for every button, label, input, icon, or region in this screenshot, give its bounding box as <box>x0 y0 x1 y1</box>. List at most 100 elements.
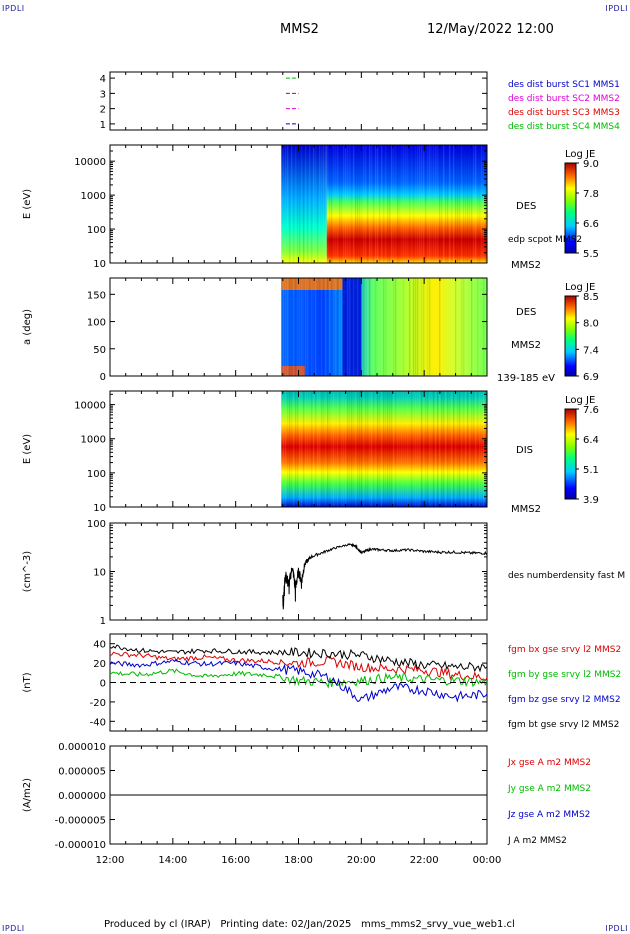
stripe <box>419 391 421 507</box>
stripe <box>411 278 413 376</box>
spectro-fill <box>326 145 487 263</box>
stripe <box>303 145 305 263</box>
stripe <box>293 145 295 263</box>
stripe <box>359 391 361 507</box>
stripe <box>475 391 477 507</box>
stripe <box>425 145 427 263</box>
stripe <box>343 278 345 376</box>
stripe <box>377 145 379 263</box>
stripe <box>459 391 461 507</box>
corner-label-top-left: IPDLI <box>2 4 25 13</box>
stripe <box>397 278 399 376</box>
legend-entry: des dist burst SC3 MMS3 <box>508 108 620 118</box>
x-tick-label: 16:00 <box>221 855 250 866</box>
stripe <box>329 391 331 507</box>
colorbar-tick-label: 3.9 <box>583 495 599 506</box>
colorbar <box>564 162 577 254</box>
stripe <box>301 278 303 376</box>
stripe <box>451 278 453 376</box>
stripe <box>359 145 361 263</box>
stripe <box>299 145 301 263</box>
x-tick-label: 22:00 <box>410 855 439 866</box>
colorbar-tick-label: 6.6 <box>583 219 599 230</box>
stripe <box>305 391 307 507</box>
stripe <box>471 278 473 376</box>
stripe <box>415 391 417 507</box>
y-tick-label: 100 <box>87 469 106 480</box>
stripe <box>437 145 439 263</box>
stripe <box>375 391 377 507</box>
y-tick-label: 0.000000 <box>58 791 106 802</box>
stripe <box>427 145 429 263</box>
colorbar-tick-label: 7.4 <box>583 345 599 356</box>
stripe <box>447 278 449 376</box>
stripe <box>369 145 371 263</box>
stripe <box>445 391 447 507</box>
stripe <box>439 145 441 263</box>
stripe <box>285 145 287 263</box>
stripe <box>359 278 361 376</box>
legend-entry: des dist burst SC1 MMS1 <box>508 80 620 90</box>
stripe <box>467 278 469 376</box>
stripe <box>447 145 449 263</box>
stripe <box>313 278 315 376</box>
y-tick-label: -20 <box>90 698 106 709</box>
colorbar-tick-label: 6.9 <box>583 372 599 383</box>
stripe <box>461 278 463 376</box>
stripe <box>319 278 321 376</box>
series-line <box>109 668 488 689</box>
stripe <box>367 145 369 263</box>
stripe <box>385 145 387 263</box>
legend-entry: Jx gse A m2 MMS2 <box>507 758 591 768</box>
stripe <box>341 278 343 376</box>
stripe <box>407 278 409 376</box>
y-tick-label: 50 <box>93 345 106 356</box>
footer-product: mms_mms2_srvy_vue_web1.cl <box>360 919 515 930</box>
stripe <box>481 145 483 263</box>
stripe <box>357 278 359 376</box>
stripe <box>281 391 283 507</box>
stripe <box>377 278 379 376</box>
stripe <box>461 145 463 263</box>
stripe <box>333 145 335 263</box>
y-axis-label: E (eV) <box>22 434 33 464</box>
stripe <box>299 278 301 376</box>
stripe <box>367 278 369 376</box>
stripe <box>443 278 445 376</box>
stripe <box>473 391 475 507</box>
stripe <box>483 391 485 507</box>
stripe <box>355 278 357 376</box>
stripe <box>473 145 475 263</box>
stripe <box>333 278 335 376</box>
colorbar-title: Log JE <box>565 282 595 293</box>
stripe <box>335 278 337 376</box>
stripe <box>453 145 455 263</box>
stripe <box>479 278 481 376</box>
corner-label-bottom-right: IPDLI <box>605 924 628 933</box>
stripe <box>383 391 385 507</box>
panel-label-spacecraft: MMS2 <box>511 340 541 351</box>
colorbar-title: Log JE <box>565 395 595 406</box>
stripe <box>365 145 367 263</box>
stripe <box>405 145 407 263</box>
stripe <box>413 145 415 263</box>
x-tick-label: 20:00 <box>347 855 376 866</box>
stripe <box>381 391 383 507</box>
stripe <box>315 145 317 263</box>
stripe <box>327 278 329 376</box>
stripe <box>291 145 293 263</box>
stripe <box>357 391 359 507</box>
stripe <box>455 278 457 376</box>
colorbar-tick-label: 5.5 <box>583 249 599 260</box>
stripe <box>431 145 433 263</box>
stripe <box>479 145 481 263</box>
stripe <box>355 145 357 263</box>
stripe <box>449 145 451 263</box>
stripe <box>413 391 415 507</box>
stripe <box>307 278 309 376</box>
stripe <box>365 391 367 507</box>
stripe <box>455 145 457 263</box>
y-tick-label: 0 <box>100 679 106 690</box>
stripe <box>315 391 317 507</box>
